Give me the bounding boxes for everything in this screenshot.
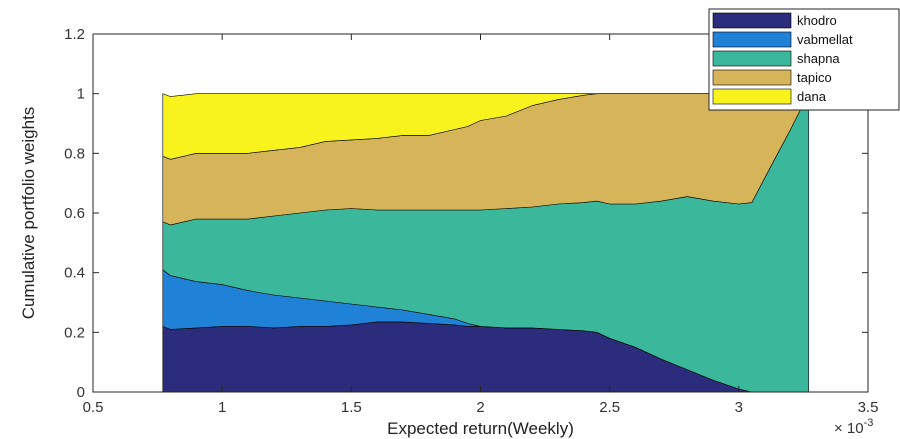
y-tick-label: 0.4 <box>64 265 85 282</box>
legend-swatch-vabmellat <box>712 31 792 48</box>
legend-swatch-tapico <box>712 69 792 86</box>
x-tick-label: 1 <box>218 399 226 416</box>
area-series-group <box>162 93 809 393</box>
y-tick-label: 0.2 <box>64 324 85 341</box>
x-axis-multiplier-base: × 10 <box>834 420 864 437</box>
legend: khodro vabmellat shapna tapico dana <box>708 8 900 111</box>
legend-swatch-khodro <box>712 12 792 29</box>
legend-label-vabmellat: vabmellat <box>797 32 853 47</box>
y-tick-label: 1.2 <box>64 26 85 43</box>
x-tick-label: 3 <box>735 399 743 416</box>
x-axis-multiplier-exponent: -3 <box>864 417 874 429</box>
x-tick-label: 2.5 <box>599 399 620 416</box>
legend-label-shapna: shapna <box>797 51 840 66</box>
y-axis-label: Cumulative portfolio weights <box>19 107 38 320</box>
x-tick-label: 1.5 <box>341 399 362 416</box>
y-axis: 0 0.2 0.4 0.6 0.8 1 1.2 <box>64 26 868 401</box>
x-axis-label: Expected return(Weekly) <box>387 419 574 438</box>
legend-swatch-shapna <box>712 50 792 67</box>
y-tick-label: 1 <box>77 86 85 103</box>
x-tick-label: 0.5 <box>83 399 104 416</box>
y-tick-label: 0.8 <box>64 145 85 162</box>
y-tick-label: 0 <box>77 384 85 401</box>
y-tick-label: 0.6 <box>64 205 85 222</box>
legend-swatch-dana <box>712 88 792 105</box>
x-axis: 0.5 1 1.5 2 2.5 3 3.5 <box>83 34 879 416</box>
legend-label-dana: dana <box>797 89 827 104</box>
x-tick-label: 3.5 <box>858 399 879 416</box>
x-axis-multiplier: × 10-3 <box>834 417 873 437</box>
x-tick-label: 2 <box>476 399 484 416</box>
legend-label-tapico: tapico <box>797 70 832 85</box>
legend-label-khodro: khodro <box>797 13 837 28</box>
